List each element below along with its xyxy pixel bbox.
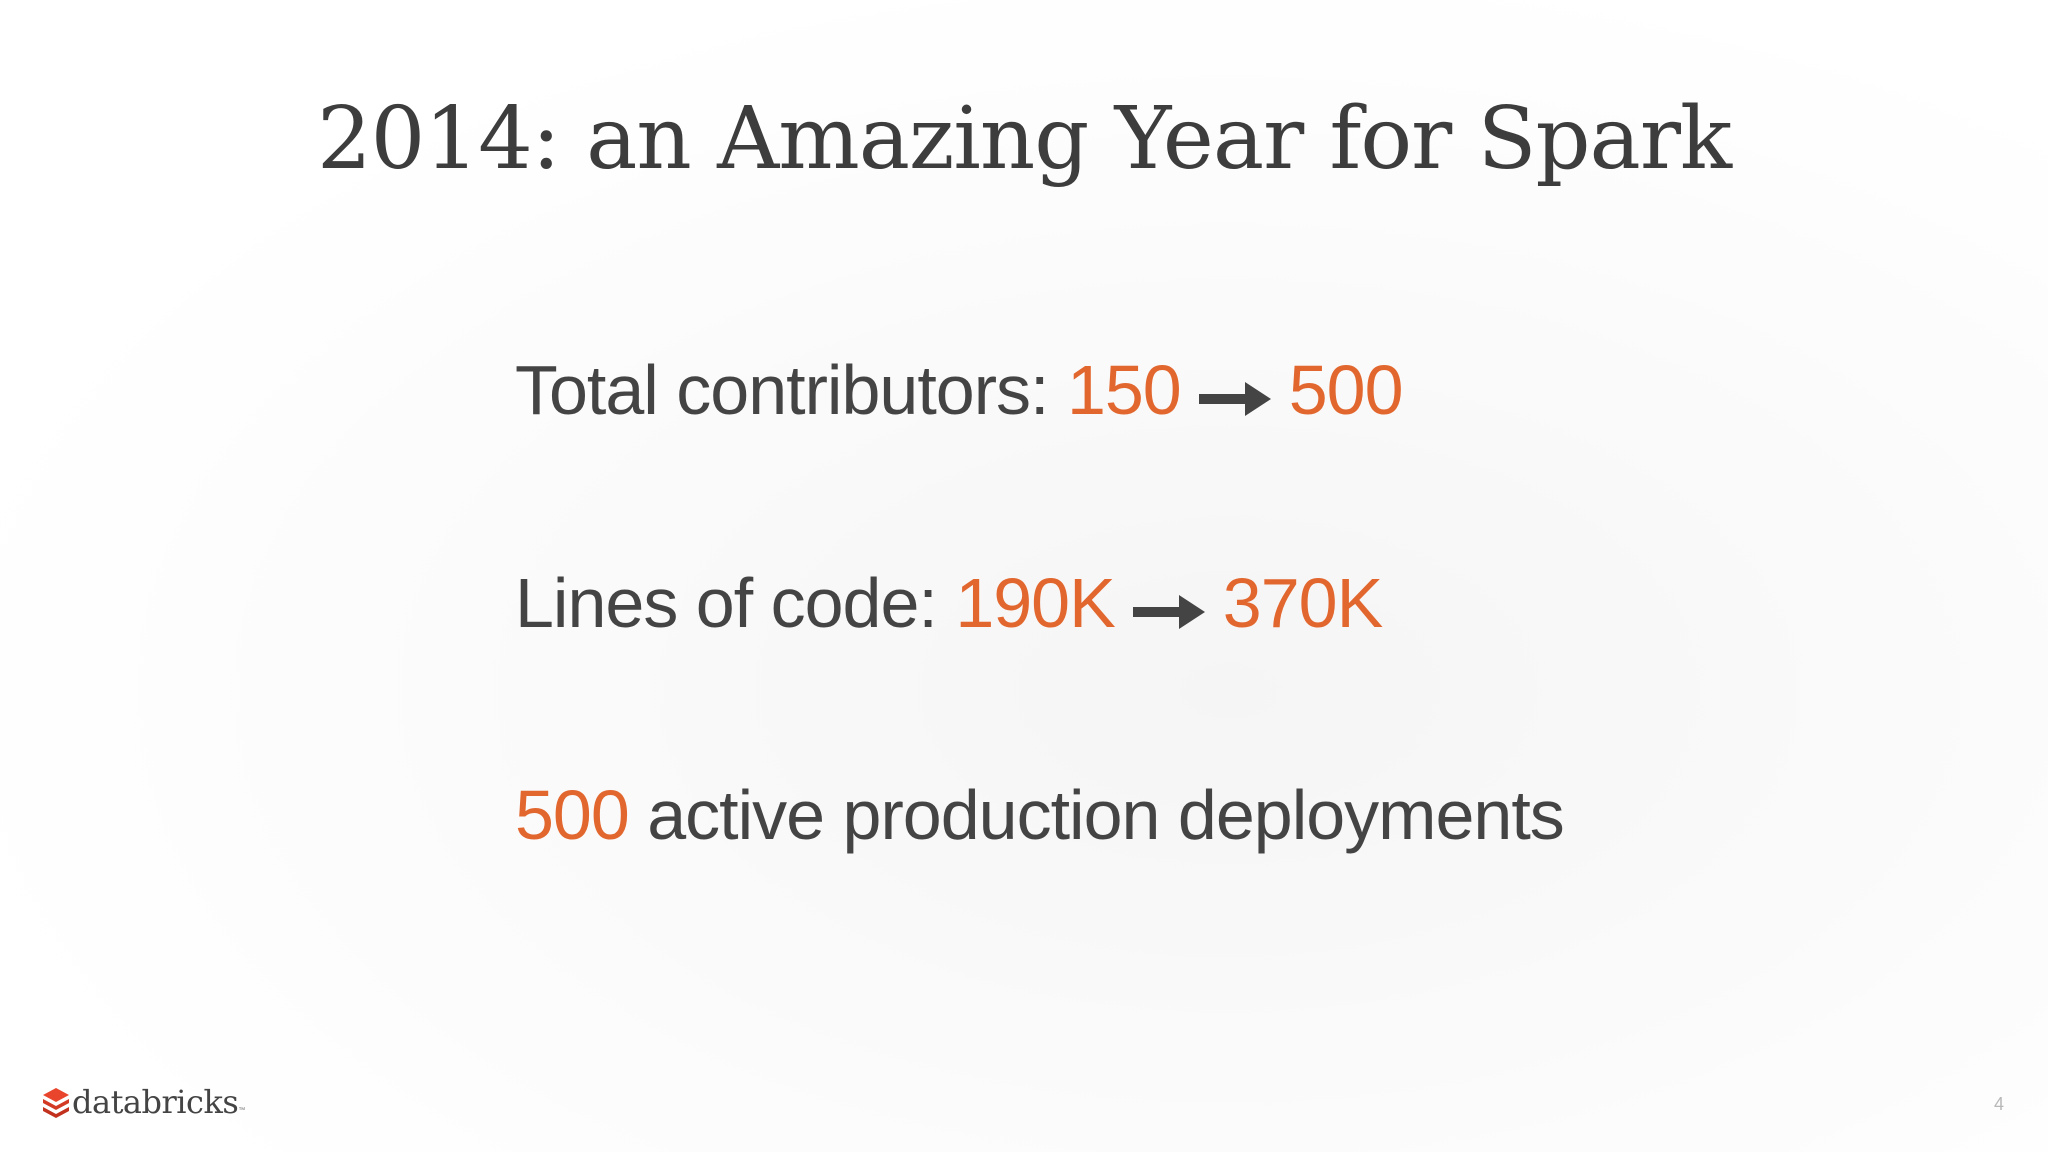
databricks-logo: databricks ™ (42, 1084, 245, 1120)
contributors-stat: Total contributors: 150 500 (515, 355, 1404, 431)
right-arrow-icon (1198, 357, 1271, 427)
contributors-to-value: 500 (1288, 351, 1404, 429)
databricks-logo-icon (42, 1086, 70, 1118)
right-arrow-icon (1132, 570, 1205, 640)
databricks-wordmark: databricks (72, 1083, 239, 1121)
lines-of-code-from-value: 190K (955, 564, 1115, 642)
slide-title: 2014: an Amazing Year for Spark (316, 89, 1732, 189)
lines-of-code-label: Lines of code: (515, 564, 938, 642)
lines-of-code-to-value: 370K (1222, 564, 1383, 642)
deployments-stat: 500 active production deployments (515, 780, 1565, 850)
page-number: 4 (1993, 1094, 2004, 1114)
contributors-label: Total contributors: (515, 351, 1049, 429)
contributors-from-value: 150 (1066, 351, 1182, 429)
deployments-value: 500 (515, 776, 630, 854)
trademark-symbol: ™ (238, 1107, 246, 1114)
deployments-label: active production deployments (647, 776, 1565, 854)
lines-of-code-stat: Lines of code: 190K 370K (515, 568, 1383, 644)
